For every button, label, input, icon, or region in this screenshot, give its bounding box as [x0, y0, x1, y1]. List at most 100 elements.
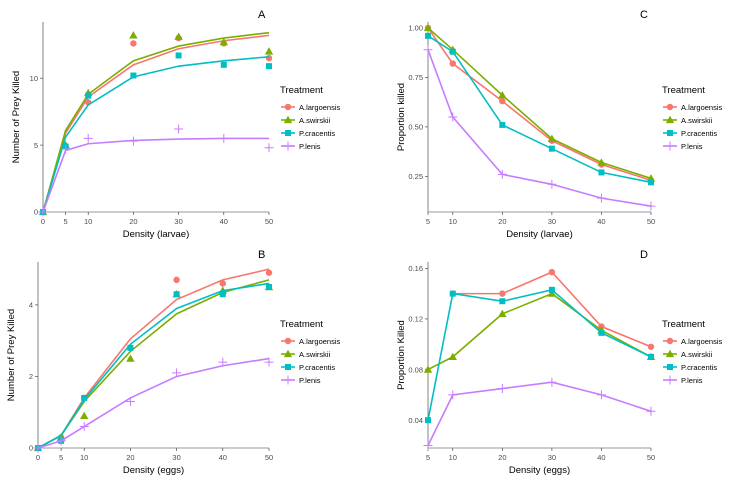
- series-p-cracentis: [40, 52, 272, 215]
- y-axis-title: Number of Prey Killed: [11, 71, 22, 163]
- x-tick-label: 20: [498, 217, 506, 226]
- data-point: [497, 169, 507, 179]
- legend: Treatment A.largoensis A.swirskii P.cracent…: [280, 319, 341, 385]
- data-point: [266, 284, 272, 291]
- series-line: [427, 49, 652, 207]
- y-axis-title: Proportion Killed: [396, 320, 407, 390]
- legend-item: A.swirskii: [281, 349, 331, 359]
- legend: Treatment A.largoensis A.swirskii P.cracent…: [662, 85, 723, 151]
- data-point: [38, 207, 48, 217]
- y-tick-label: 0: [34, 208, 38, 217]
- x-tick-label: 50: [265, 453, 273, 462]
- legend-key-marker: [667, 364, 673, 370]
- data-point: [264, 47, 274, 55]
- data-point: [499, 298, 506, 305]
- legend-item: A.largoensis: [281, 337, 341, 346]
- series-p-cracentis: [35, 282, 272, 451]
- legend-item: A.swirskii: [663, 115, 713, 125]
- series-p-lenis: [33, 357, 274, 453]
- data-point: [126, 354, 135, 362]
- data-point: [127, 344, 134, 351]
- legend: Treatment A.largoensis A.swirskii P.cracent…: [662, 319, 723, 385]
- legend-title: Treatment: [662, 85, 705, 96]
- x-tick-label: 5: [59, 453, 63, 462]
- legend-key-marker: [666, 337, 674, 345]
- series-line: [427, 292, 652, 371]
- legend-label: A.swirskii: [299, 116, 331, 125]
- data-point: [219, 133, 229, 143]
- series-p-lenis: [423, 377, 656, 450]
- legend-title: Treatment: [662, 319, 705, 330]
- data-point: [448, 112, 458, 122]
- series-line: [37, 357, 270, 449]
- data-point: [498, 91, 507, 99]
- data-point: [265, 54, 273, 62]
- legend-item: A.largoensis: [281, 103, 341, 112]
- data-point: [125, 397, 135, 406]
- x-axis-title: Density (larvae): [123, 229, 190, 240]
- series-a-swirskii: [423, 23, 656, 182]
- legend-label: A.largoensis: [299, 103, 341, 112]
- y-tick-label: 4: [29, 301, 33, 310]
- legend-key-marker: [665, 115, 675, 124]
- legend-title: Treatment: [280, 85, 323, 96]
- legend-key-marker: [283, 349, 293, 358]
- y-tick-label: 0.75: [408, 73, 423, 82]
- data-point: [129, 31, 138, 39]
- data-point: [448, 390, 458, 400]
- y-tick-label: 0.08: [408, 365, 423, 374]
- data-point: [219, 280, 226, 287]
- x-tick-label: 5: [64, 217, 68, 226]
- legend-key-marker: [285, 364, 291, 370]
- series-line: [427, 27, 652, 182]
- legend-key-marker: [283, 141, 293, 151]
- data-point: [128, 136, 138, 146]
- data-point: [547, 179, 557, 189]
- legend-label: P.lenis: [299, 376, 321, 385]
- legend-item: P.cracentis: [663, 129, 717, 138]
- data-point: [499, 290, 506, 297]
- data-point: [423, 23, 433, 32]
- data-point: [174, 32, 183, 40]
- data-point: [175, 52, 182, 59]
- data-point: [648, 179, 654, 186]
- series-a-swirskii: [33, 279, 274, 452]
- data-point: [218, 357, 228, 367]
- series-line: [37, 282, 270, 449]
- series-p-cracentis: [425, 286, 654, 424]
- data-point: [597, 158, 606, 166]
- series-line: [427, 35, 652, 184]
- data-point: [548, 286, 555, 293]
- data-point: [83, 133, 93, 143]
- legend-label: A.largoensis: [681, 103, 723, 112]
- legend-label: A.largoensis: [299, 337, 341, 346]
- legend-label: P.cracentis: [299, 129, 335, 138]
- data-point: [79, 422, 89, 432]
- x-tick-label: 0: [41, 217, 45, 226]
- legend-item: P.lenis: [663, 141, 703, 151]
- data-point: [596, 193, 606, 203]
- x-tick-label: 10: [80, 453, 88, 462]
- data-point: [449, 290, 456, 297]
- legend-label: A.swirskii: [299, 350, 331, 359]
- data-point: [80, 411, 89, 419]
- x-tick-label: 10: [449, 217, 457, 226]
- data-point: [264, 357, 274, 367]
- x-tick-label: 5: [426, 217, 430, 226]
- x-tick-label: 40: [220, 217, 228, 226]
- data-point: [646, 406, 656, 416]
- x-tick-label: 40: [597, 453, 605, 462]
- y-axis-title: Proportion killed: [396, 83, 407, 151]
- panel-letter: D: [640, 249, 648, 261]
- series-line: [427, 27, 652, 180]
- x-tick-label: 5: [426, 453, 430, 462]
- data-point: [548, 145, 555, 152]
- series-line: [452, 271, 652, 348]
- data-point: [173, 276, 180, 284]
- x-tick-label: 20: [126, 453, 134, 462]
- y-axis-title: Number of Prey Killed: [6, 309, 17, 401]
- legend-label: P.cracentis: [299, 363, 335, 372]
- legend-item: P.cracentis: [281, 129, 335, 138]
- y-tick-label: 10: [30, 74, 38, 83]
